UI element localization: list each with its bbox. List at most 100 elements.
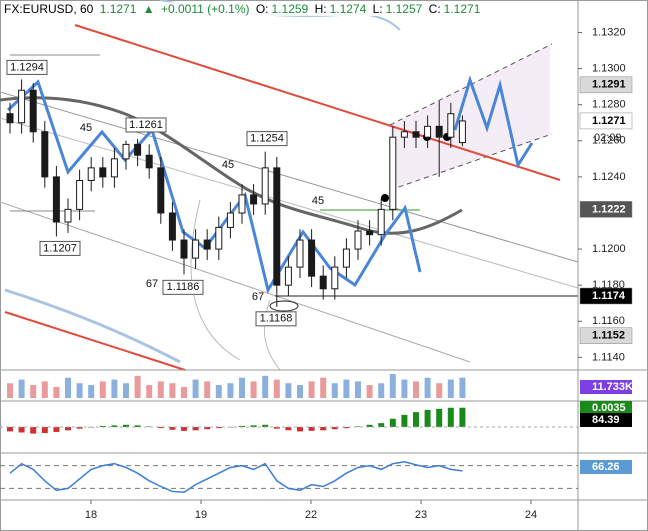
volume-bar — [320, 377, 327, 398]
candle-body — [458, 120, 466, 144]
volume-bar — [424, 377, 431, 398]
volume-bar — [192, 379, 199, 398]
support-line — [4, 311, 186, 371]
macd-bar — [76, 427, 83, 429]
candle-body — [110, 158, 118, 178]
candle-body — [215, 226, 223, 250]
countdown: 02:09 — [594, 132, 622, 144]
pivot-box — [255, 311, 297, 327]
volume-bar — [204, 381, 211, 398]
candle-body — [424, 125, 432, 138]
candle-body — [226, 212, 234, 228]
macd-bar — [99, 425, 106, 427]
candle-body — [389, 136, 397, 210]
macd-bar — [424, 409, 431, 427]
macd-bar — [65, 427, 71, 431]
price-label: 1.1152 — [592, 330, 625, 342]
last-price: 1.1271 — [99, 2, 137, 16]
x-tick-label: 18 — [85, 509, 97, 521]
macd-bar — [389, 418, 396, 427]
volume-bar — [366, 385, 373, 398]
price-label-bg — [579, 112, 633, 130]
pivot-label: 1.1254 — [250, 133, 284, 145]
macd-bar — [459, 407, 466, 427]
price-label: 1.1291 — [592, 79, 626, 91]
candle-body — [168, 212, 176, 241]
channel-fill — [390, 45, 550, 190]
h-label: H: — [314, 2, 327, 16]
candle-body — [6, 113, 14, 124]
symbol: FX:EURUSD, 60 — [4, 2, 94, 16]
price-label-bg — [579, 76, 633, 94]
zigzag — [6, 79, 422, 294]
volume-bar — [355, 381, 361, 398]
candle-body — [134, 143, 142, 156]
macd-bar — [285, 427, 292, 431]
pane-label: 0.0035 — [592, 402, 626, 414]
macd-bar — [262, 424, 269, 427]
candle-body — [52, 176, 60, 223]
candle-body — [192, 239, 200, 259]
candle-body — [284, 266, 292, 286]
candle-body — [145, 154, 153, 169]
fan-label: 67 — [146, 278, 158, 290]
volume-bar — [447, 379, 454, 398]
candle-body — [400, 131, 408, 138]
pane-label-bg — [580, 460, 632, 474]
candle-body — [157, 167, 165, 214]
volume-bar — [18, 379, 25, 398]
pane-label-bg — [580, 380, 632, 394]
resistance-line — [74, 24, 561, 181]
macd-bar — [134, 425, 141, 427]
pivot-box — [39, 240, 81, 256]
volume-bar — [331, 383, 338, 398]
candle-body — [273, 167, 281, 286]
volume-bar — [65, 377, 71, 398]
volume-bar — [285, 383, 292, 398]
moving-average — [0, 96, 463, 235]
volume-bar — [169, 383, 176, 398]
l-value: 1.1257 — [385, 2, 423, 16]
candle-body — [99, 167, 107, 178]
stoch-line — [9, 461, 463, 493]
pivot-label: 1.1294 — [10, 61, 44, 73]
volume-bar — [436, 383, 443, 398]
macd-bar — [366, 424, 373, 427]
point — [381, 194, 389, 202]
y-tick-label: 1.1300 — [592, 62, 626, 74]
pivot-label: 1.1207 — [43, 242, 77, 254]
candle-body — [250, 194, 258, 205]
macd-bar — [343, 427, 350, 429]
volume-bar — [99, 381, 106, 398]
macd-bar — [413, 412, 419, 427]
channel-line — [389, 133, 553, 191]
candle-body — [238, 194, 246, 214]
y-tick-label: 1.1260 — [592, 135, 626, 147]
change: +0.0011 (+0.1%) — [160, 2, 250, 16]
c-value: 1.1271 — [443, 2, 481, 16]
volume-bar — [378, 383, 385, 398]
volume-bar — [343, 379, 350, 398]
band-line — [4, 288, 181, 364]
candle-body — [203, 239, 211, 250]
pivot-label: 1.1168 — [260, 313, 293, 325]
price-label-bg — [579, 327, 633, 344]
candle-body — [87, 167, 95, 181]
fan-label: 45 — [312, 195, 324, 207]
fan-label: 67 — [252, 291, 264, 303]
macd-bar — [18, 427, 25, 433]
candle-body — [447, 113, 455, 138]
candle-body — [342, 248, 350, 268]
volume-bar — [262, 375, 269, 398]
trend-line — [0, 117, 579, 289]
volume-bar — [88, 385, 95, 398]
price-label: 1.1174 — [592, 290, 626, 302]
macd-bar — [320, 427, 327, 431]
candle-body — [18, 89, 26, 124]
volume-bar — [308, 381, 315, 398]
macd-bar — [215, 427, 222, 429]
volume-bar — [389, 374, 396, 398]
candle-body — [366, 230, 374, 236]
candle-body — [64, 208, 72, 223]
